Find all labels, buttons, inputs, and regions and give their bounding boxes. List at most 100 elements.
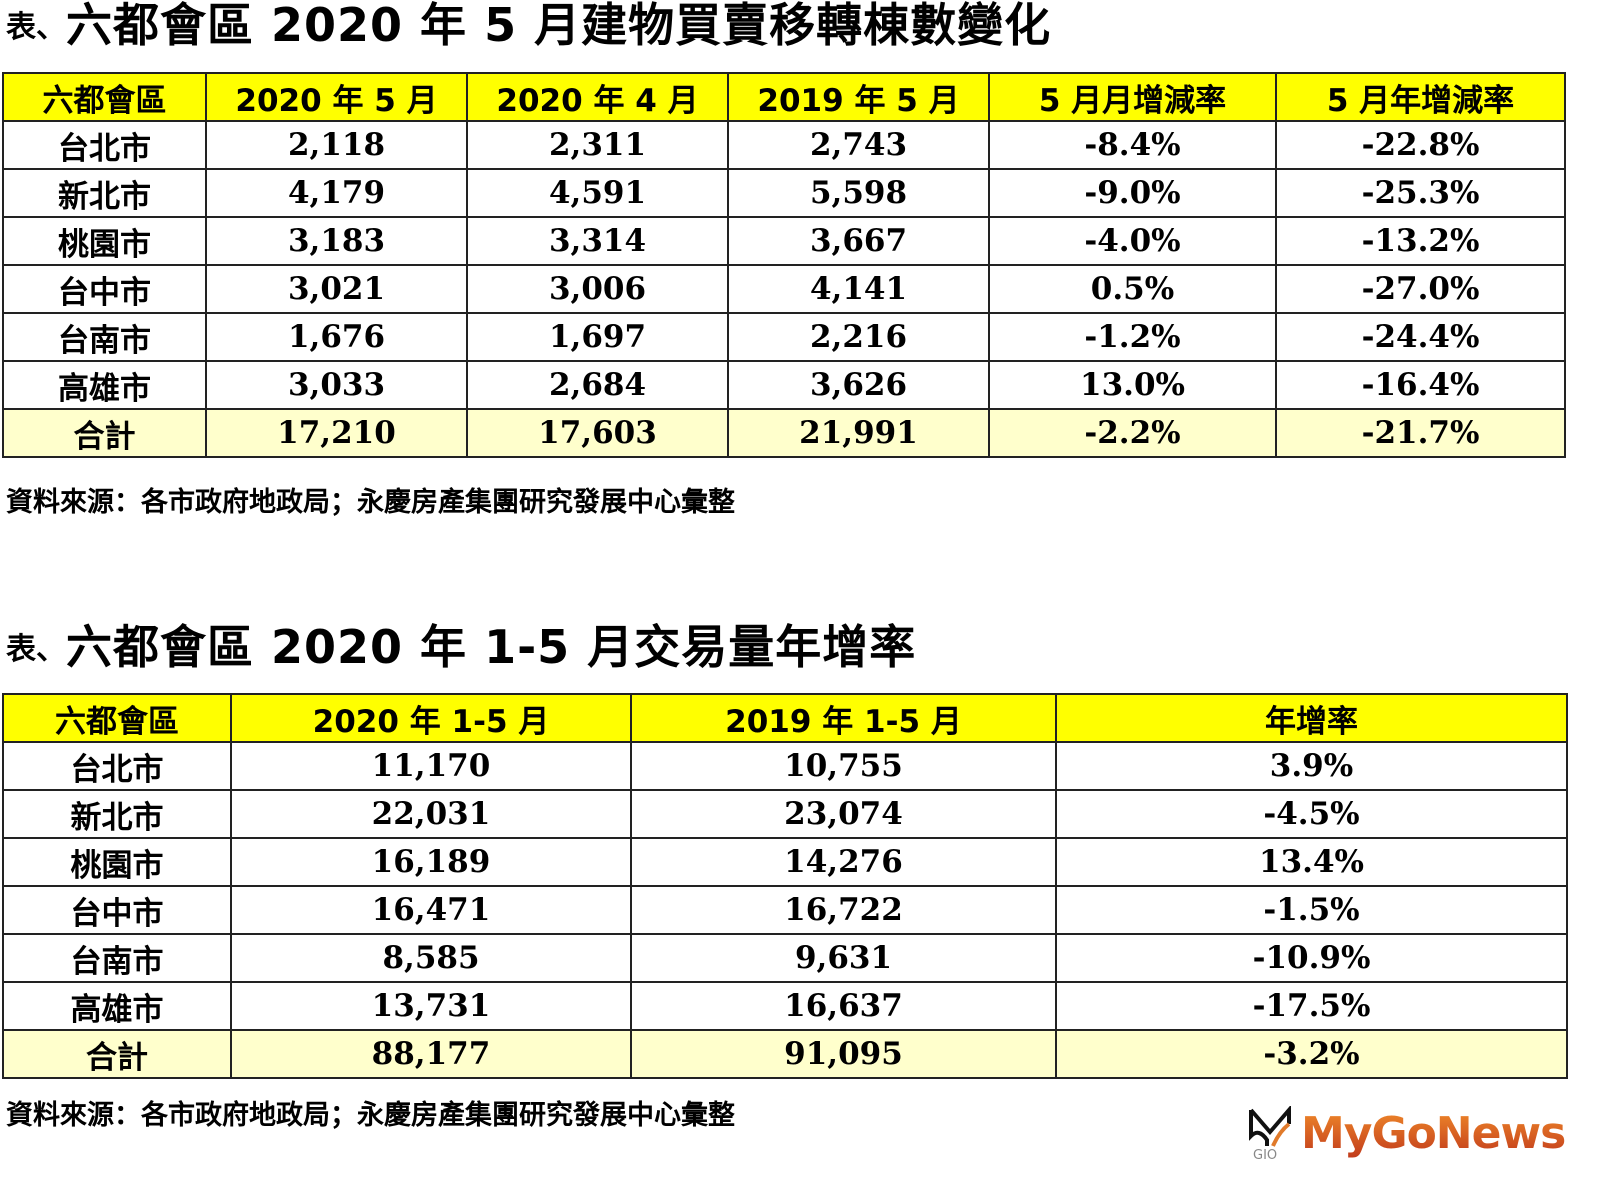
value-cell: 2,311: [466, 120, 729, 170]
region-cell: 新北市: [2, 789, 232, 839]
region-cell: 台中市: [2, 885, 232, 935]
value-cell: 3,314: [466, 216, 729, 266]
rate-cell: -1.2%: [988, 312, 1277, 362]
monthly-transfer-table: 六都會區 2020 年 5 月 2020 年 4 月 2019 年 5 月 5 …: [2, 72, 1566, 458]
value-cell: 3,006: [466, 264, 729, 314]
table-row: 台北市 11,170 10,755 3.9%: [2, 741, 1568, 791]
value-cell: 3,626: [727, 360, 990, 410]
total-value-cell: 17,603: [466, 408, 729, 458]
table2-title-prefix: 表、: [6, 632, 66, 667]
value-cell: 13,731: [230, 981, 632, 1031]
table-row: 新北市 22,031 23,074 -4.5%: [2, 789, 1568, 839]
value-cell: 16,189: [230, 837, 632, 887]
value-cell: 2,743: [727, 120, 990, 170]
total-rate-cell: -2.2%: [988, 408, 1277, 458]
value-cell: 10,755: [630, 741, 1057, 791]
total-label-cell: 合計: [2, 408, 207, 458]
total-rate-cell: -3.2%: [1055, 1029, 1568, 1079]
ytd-transaction-table: 六都會區 2020 年 1-5 月 2019 年 1-5 月 年增率 台北市 1…: [2, 693, 1568, 1079]
value-cell: 22,031: [230, 789, 632, 839]
col-header-2019-may: 2019 年 5 月: [727, 72, 990, 122]
total-row: 合計 88,177 91,095 -3.2%: [2, 1029, 1568, 1079]
rate-cell: -27.0%: [1275, 264, 1566, 314]
table-row: 台中市 3,021 3,006 4,141 0.5% -27.0%: [2, 264, 1566, 314]
value-cell: 4,141: [727, 264, 990, 314]
value-cell: 3,667: [727, 216, 990, 266]
table-row: 桃園市 3,183 3,314 3,667 -4.0% -13.2%: [2, 216, 1566, 266]
rate-cell: -1.5%: [1055, 885, 1568, 935]
col-header-2020-jan-may: 2020 年 1-5 月: [230, 693, 632, 743]
table1-title-prefix: 表、: [6, 10, 66, 45]
svg-text:GIO: GIO: [1253, 1148, 1277, 1160]
table2-title-main: 六都會區 2020 年 1-5 月交易量年增率: [66, 620, 917, 674]
value-cell: 11,170: [230, 741, 632, 791]
table1-source-note: 資料來源：各市政府地政局；永慶房產集團研究發展中心彙整: [6, 487, 735, 518]
total-row: 合計 17,210 17,603 21,991 -2.2% -21.7%: [2, 408, 1566, 458]
rate-cell: -4.5%: [1055, 789, 1568, 839]
rate-cell: -16.4%: [1275, 360, 1566, 410]
region-cell: 桃園市: [2, 216, 207, 266]
region-cell: 台中市: [2, 264, 207, 314]
region-cell: 台北市: [2, 120, 207, 170]
rate-cell: -4.0%: [988, 216, 1277, 266]
value-cell: 16,637: [630, 981, 1057, 1031]
col-header-2020-apr: 2020 年 4 月: [466, 72, 729, 122]
rate-cell: 13.4%: [1055, 837, 1568, 887]
table-row: 台中市 16,471 16,722 -1.5%: [2, 885, 1568, 935]
col-header-region: 六都會區: [2, 693, 232, 743]
col-header-yoy-rate: 年增率: [1055, 693, 1568, 743]
value-cell: 3,021: [205, 264, 468, 314]
region-cell: 高雄市: [2, 981, 232, 1031]
table-header-row: 六都會區 2020 年 5 月 2020 年 4 月 2019 年 5 月 5 …: [2, 72, 1566, 122]
rate-cell: -25.3%: [1275, 168, 1566, 218]
value-cell: 8,585: [230, 933, 632, 983]
region-cell: 台南市: [2, 312, 207, 362]
col-header-2019-jan-may: 2019 年 1-5 月: [630, 693, 1057, 743]
table-row: 新北市 4,179 4,591 5,598 -9.0% -25.3%: [2, 168, 1566, 218]
region-cell: 台北市: [2, 741, 232, 791]
col-header-2020-may: 2020 年 5 月: [205, 72, 468, 122]
region-cell: 新北市: [2, 168, 207, 218]
table-row: 桃園市 16,189 14,276 13.4%: [2, 837, 1568, 887]
rate-cell: 3.9%: [1055, 741, 1568, 791]
value-cell: 2,216: [727, 312, 990, 362]
value-cell: 2,684: [466, 360, 729, 410]
table2-source-note: 資料來源：各市政府地政局；永慶房產集團研究發展中心彙整: [6, 1100, 735, 1131]
value-cell: 16,471: [230, 885, 632, 935]
value-cell: 23,074: [630, 789, 1057, 839]
col-header-mom-rate: 5 月月增減率: [988, 72, 1277, 122]
table1-title-main: 六都會區 2020 年 5 月建物買賣移轉棟數變化: [66, 0, 1052, 52]
rate-cell: -8.4%: [988, 120, 1277, 170]
region-cell: 高雄市: [2, 360, 207, 410]
rate-cell: -22.8%: [1275, 120, 1566, 170]
total-value-cell: 88,177: [230, 1029, 632, 1079]
table1-title: 表、六都會區 2020 年 5 月建物買賣移轉棟數變化: [6, 2, 1051, 48]
rate-cell: -24.4%: [1275, 312, 1566, 362]
total-rate-cell: -21.7%: [1275, 408, 1566, 458]
total-value-cell: 91,095: [630, 1029, 1057, 1079]
value-cell: 9,631: [630, 933, 1057, 983]
rate-cell: -9.0%: [988, 168, 1277, 218]
table2-title: 表、六都會區 2020 年 1-5 月交易量年增率: [6, 624, 916, 670]
value-cell: 14,276: [630, 837, 1057, 887]
total-value-cell: 17,210: [205, 408, 468, 458]
region-cell: 桃園市: [2, 837, 232, 887]
region-cell: 台南市: [2, 933, 232, 983]
mygonews-mark-icon: GIO: [1245, 1104, 1295, 1163]
value-cell: 16,722: [630, 885, 1057, 935]
col-header-region: 六都會區: [2, 72, 207, 122]
col-header-yoy-rate: 5 月年增減率: [1275, 72, 1566, 122]
value-cell: 4,591: [466, 168, 729, 218]
value-cell: 1,676: [205, 312, 468, 362]
value-cell: 5,598: [727, 168, 990, 218]
rate-cell: -10.9%: [1055, 933, 1568, 983]
rate-cell: 13.0%: [988, 360, 1277, 410]
mygonews-logo: GIO MyGoNews: [1245, 1104, 1566, 1163]
rate-cell: -13.2%: [1275, 216, 1566, 266]
table-row: 高雄市 13,731 16,637 -17.5%: [2, 981, 1568, 1031]
mygonews-wordmark: MyGoNews: [1301, 1107, 1566, 1159]
value-cell: 1,697: [466, 312, 729, 362]
value-cell: 4,179: [205, 168, 468, 218]
table-row: 台北市 2,118 2,311 2,743 -8.4% -22.8%: [2, 120, 1566, 170]
rate-cell: 0.5%: [988, 264, 1277, 314]
